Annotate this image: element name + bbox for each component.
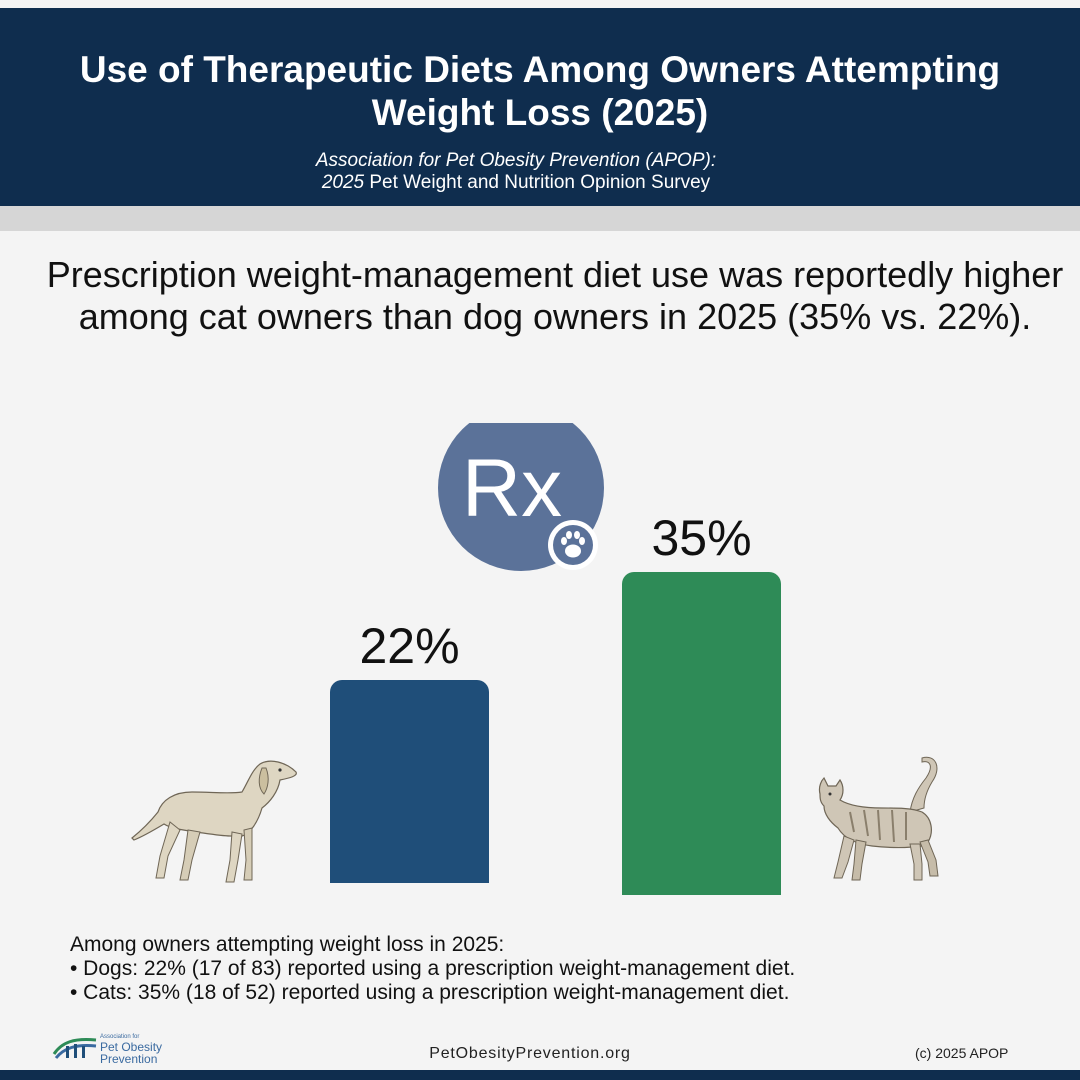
bar-value-label-cats: 35% bbox=[651, 510, 752, 566]
logo-line-2: Prevention bbox=[100, 1052, 158, 1066]
source-line-2: 2025 Pet Weight and Nutrition Opinion Su… bbox=[0, 172, 1032, 194]
logo-text-small: Association for bbox=[100, 1034, 140, 1040]
header-banner: Use of Therapeutic Diets Among Owners At… bbox=[0, 8, 1080, 206]
bar-value-label-dogs: 22% bbox=[359, 617, 460, 674]
cat-illustration bbox=[818, 756, 939, 881]
notes: Among owners attempting weight loss in 2… bbox=[70, 933, 1050, 1005]
rx-icon: Rx bbox=[438, 423, 604, 571]
apop-logo-mark bbox=[52, 1038, 97, 1059]
source-survey-name: Pet Weight and Nutrition Opinion Survey bbox=[364, 172, 711, 193]
source-year: 2025 bbox=[321, 172, 365, 193]
footer-website[interactable]: PetObesityPrevention.org bbox=[429, 1045, 631, 1062]
logo-line-1: Pet Obesity bbox=[100, 1040, 163, 1054]
bar-dogs bbox=[330, 679, 489, 883]
divider-band bbox=[0, 206, 1080, 231]
page-title: Use of Therapeutic Diets Among Owners At… bbox=[79, 49, 1001, 133]
paw-icon bbox=[548, 520, 598, 570]
notes-dogs: • Dogs: 22% (17 of 83) reported using a … bbox=[70, 957, 796, 980]
bottom-band bbox=[0, 1070, 1080, 1080]
source-line-1: Association for Pet Obesity Prevention (… bbox=[315, 150, 717, 171]
bar-cats bbox=[622, 572, 781, 895]
notes-intro: Among owners attempting weight loss in 2… bbox=[70, 933, 505, 956]
footer-copyright: (c) 2025 APOP bbox=[915, 1045, 1009, 1061]
rx-text: Rx bbox=[462, 443, 562, 534]
headline: Prescription weight-management diet use … bbox=[46, 254, 1064, 337]
logo-text: Pet Obesity Prevention bbox=[100, 1041, 162, 1065]
dog-illustration bbox=[131, 760, 297, 883]
notes-cats: • Cats: 35% (18 of 52) reported using a … bbox=[70, 981, 790, 1004]
